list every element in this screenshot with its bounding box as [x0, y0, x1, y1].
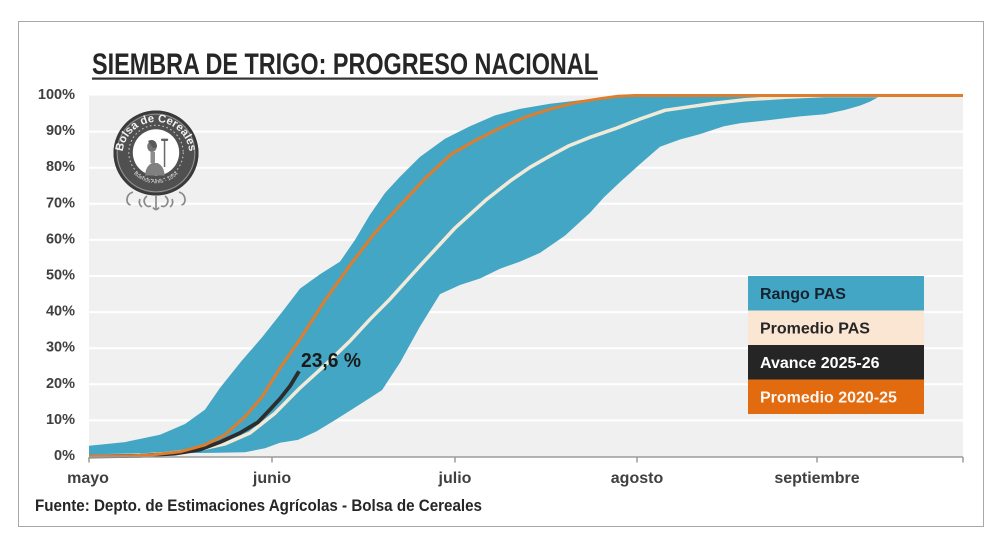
svg-text:julio: julio	[438, 470, 472, 487]
svg-text:23,6 %: 23,6 %	[301, 350, 361, 372]
svg-text:Fuente: Depto. de Estimaciones: Fuente: Depto. de Estimaciones Agrícolas…	[35, 497, 482, 515]
svg-text:septiembre: septiembre	[774, 470, 859, 487]
svg-text:mayo: mayo	[67, 470, 109, 487]
svg-text:Avance 2025-26: Avance 2025-26	[760, 355, 880, 372]
svg-text:Promedio PAS: Promedio PAS	[760, 321, 870, 338]
svg-text:junio: junio	[252, 470, 291, 487]
svg-text:30%: 30%	[46, 340, 75, 356]
svg-text:80%: 80%	[46, 159, 75, 175]
svg-text:50%: 50%	[46, 268, 75, 284]
svg-text:60%: 60%	[46, 231, 75, 247]
svg-text:0%: 0%	[54, 448, 75, 464]
svg-text:20%: 20%	[46, 376, 75, 392]
svg-text:SIEMBRA DE TRIGO: PROGRESO NAC: SIEMBRA DE TRIGO: PROGRESO NACIONAL	[92, 48, 598, 81]
svg-text:90%: 90%	[46, 123, 75, 139]
svg-text:agosto: agosto	[611, 470, 664, 487]
svg-text:Rango PAS: Rango PAS	[760, 286, 846, 303]
svg-text:40%: 40%	[46, 304, 75, 320]
svg-text:Promedio 2020-25: Promedio 2020-25	[760, 390, 897, 407]
svg-text:100%: 100%	[38, 87, 75, 103]
svg-text:70%: 70%	[46, 195, 75, 211]
svg-text:10%: 10%	[46, 412, 75, 428]
